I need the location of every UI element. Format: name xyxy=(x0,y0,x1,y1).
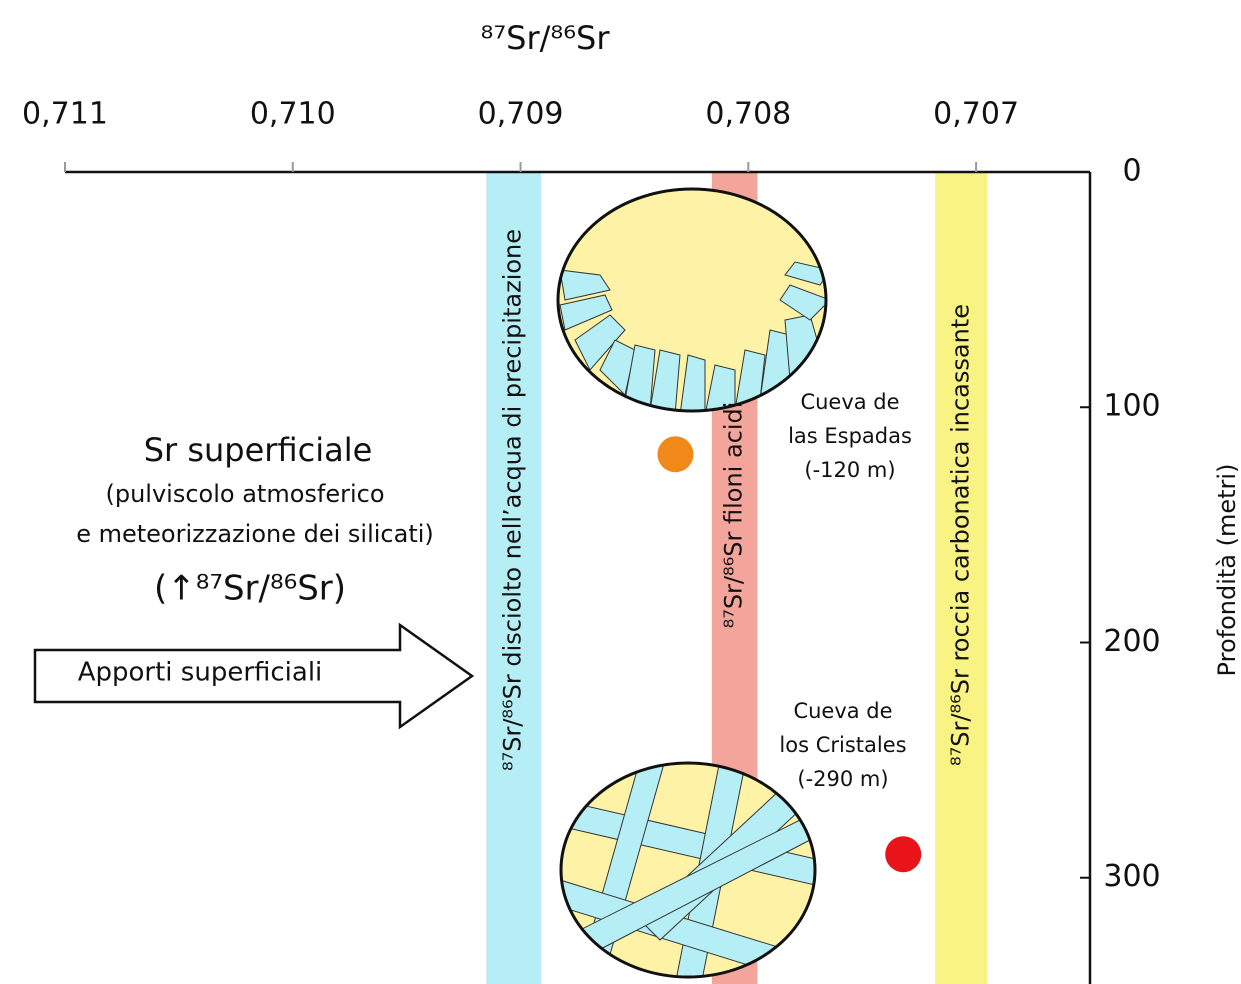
y-axis-label: Profondità (metri) xyxy=(1213,464,1241,677)
chart: ⁸⁷Sr/⁸⁶Sr Profondità (metri) Apporti sup… xyxy=(0,0,1241,984)
x-tick-label: 0,709 xyxy=(478,97,564,132)
x-tick-label: 0,710 xyxy=(250,97,336,132)
y-tick-label: 100 xyxy=(1103,389,1160,424)
cave-label: (-290 m) xyxy=(797,767,888,791)
band-label: ⁸⁷Sr/⁸⁶Sr filoni acidi xyxy=(720,402,748,629)
annotation: Sr superficiale xyxy=(144,431,373,469)
cave-label: Cueva de xyxy=(793,699,892,723)
cave-bottom xyxy=(555,760,820,984)
point xyxy=(885,836,921,872)
x-tick-label: 0,711 xyxy=(22,97,108,132)
chart-title: ⁸⁷Sr/⁸⁶Sr xyxy=(480,19,610,57)
annotation: (pulviscolo atmosferico xyxy=(105,480,384,508)
cave-label: los Cristales xyxy=(779,733,906,757)
y-tick-label: 200 xyxy=(1103,624,1160,659)
annotation: e meteorizzazione dei silicati) xyxy=(76,520,434,548)
point xyxy=(657,436,693,472)
cave-label: Cueva de xyxy=(800,390,899,414)
cave-label: (-120 m) xyxy=(804,458,895,482)
y-tick-label: 0 xyxy=(1122,154,1141,189)
band-label: ⁸⁷Sr/⁸⁶Sr roccia carbonatica incassante xyxy=(946,304,974,766)
arrow-label: Apporti superficiali xyxy=(78,658,323,688)
x-tick-label: 0,707 xyxy=(933,97,1019,132)
cave-top xyxy=(558,189,830,415)
band-label: ⁸⁷Sr/⁸⁶Sr disciolto nell’acqua di precip… xyxy=(499,229,527,771)
cave-label: las Espadas xyxy=(788,424,912,448)
y-tick-label: 300 xyxy=(1103,859,1160,894)
x-tick-label: 0,708 xyxy=(705,97,791,132)
annotation: (↑⁸⁷Sr/⁸⁶Sr) xyxy=(154,569,346,609)
